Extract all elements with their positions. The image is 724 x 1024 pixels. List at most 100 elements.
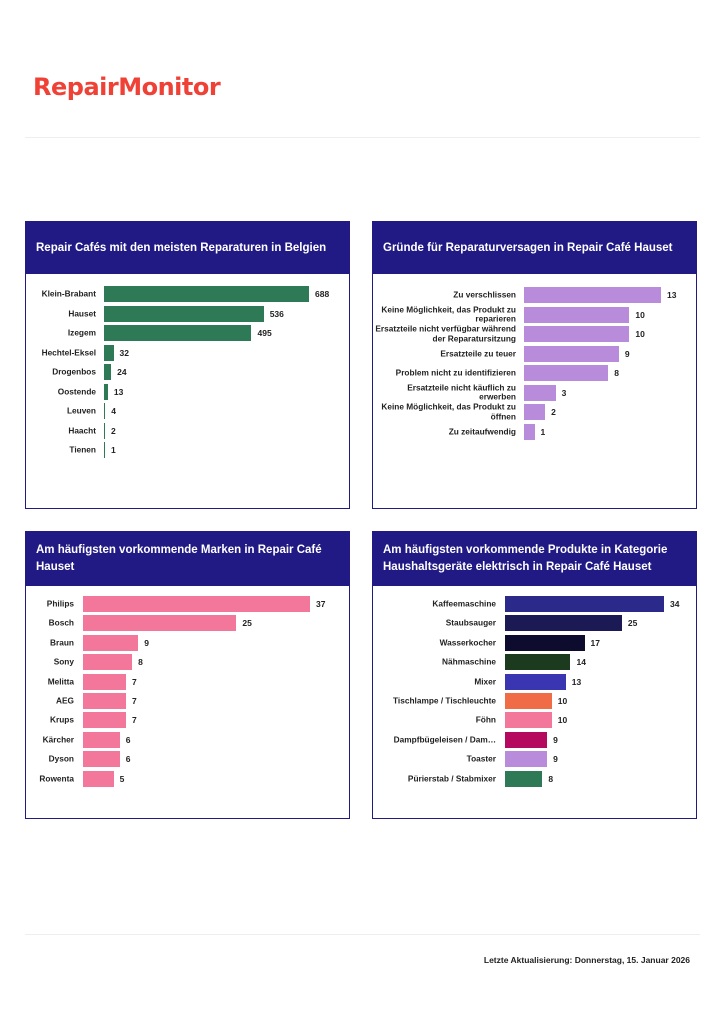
bar[interactable] [104, 442, 105, 458]
value-label: 8 [138, 657, 143, 668]
chart-title: Am häufigsten vorkommende Marken in Repa… [26, 532, 349, 586]
category-label: Keine Möglichkeit, das Produkt zu öffnen [381, 401, 516, 421]
bar-plot: Klein-Brabant 688 Hauset 536 Izegem 495 Hechte… [26, 222, 349, 508]
category-label: Leuven [66, 405, 96, 416]
bar[interactable] [104, 403, 106, 419]
bar[interactable] [524, 345, 619, 362]
bar[interactable] [83, 615, 237, 632]
value-label: 6 [125, 754, 131, 765]
bar[interactable] [104, 344, 114, 361]
divider [25, 934, 700, 935]
category-label: Zu verschlissen [453, 289, 516, 300]
category-label: Tischlampe / Tischleuchte [393, 695, 496, 706]
value-label: 24 [117, 367, 127, 377]
category-label: Zu zeitaufwendig [448, 425, 516, 436]
bar[interactable] [505, 615, 622, 632]
category-label: Föhn [475, 714, 496, 725]
bar-plot: Zu verschlissen 13 Keine Möglichkeit, das … [373, 222, 696, 508]
value-label: 7 [131, 696, 137, 706]
bar[interactable] [104, 364, 112, 380]
value-label: 17 [590, 637, 600, 648]
value-label: 1 [540, 426, 546, 437]
value-label: 10 [557, 715, 568, 726]
bar[interactable] [104, 422, 105, 439]
chart-title: Repair Cafés mit den meisten Reparaturen… [26, 222, 349, 274]
bar[interactable] [83, 712, 126, 729]
value-label: 7 [131, 676, 137, 687]
bar[interactable] [104, 383, 108, 400]
value-label: 2 [111, 425, 116, 436]
value-label: 37 [316, 599, 326, 609]
bar[interactable] [505, 731, 548, 748]
bar[interactable] [83, 731, 120, 748]
bar[interactable] [104, 325, 252, 341]
value-label: 9 [553, 754, 558, 765]
category-label: Problem nicht zu identifizieren [395, 367, 516, 378]
bar[interactable] [83, 770, 114, 787]
value-label: 5 [119, 773, 125, 784]
chart-panel-repair-cafes: Repair Cafés mit den meisten Reparaturen… [25, 221, 350, 509]
bar[interactable] [524, 365, 609, 381]
bar[interactable] [83, 751, 120, 768]
value-label: 13 [113, 386, 124, 397]
bar[interactable] [83, 634, 139, 651]
value-label: 13 [667, 290, 677, 300]
bar[interactable] [505, 693, 552, 709]
category-label: Bosch [48, 617, 74, 628]
bar[interactable] [524, 423, 535, 440]
category-label: Toaster [466, 753, 496, 764]
category-label: Dyson [48, 753, 74, 764]
value-label: 25 [242, 618, 252, 629]
category-label: Kaffeemaschine [432, 598, 496, 609]
last-updated: Letzte Aktualisierung: Donnerstag, 15. J… [483, 955, 690, 965]
category-label: Sony [53, 656, 74, 667]
category-label: Kärcher [42, 734, 74, 745]
bar[interactable] [83, 673, 126, 690]
category-label: Ersatzteile nicht verfügbar während der … [375, 323, 516, 343]
bar[interactable] [524, 287, 661, 303]
value-label: 10 [635, 329, 645, 339]
chart-panel-brands: Am häufigsten vorkommende Marken in Repa… [25, 531, 350, 819]
category-label: Hechtel-Eksel [41, 346, 96, 357]
bar[interactable] [505, 770, 543, 787]
bar[interactable] [524, 384, 556, 401]
value-label: 8 [548, 773, 554, 784]
category-label: Mixer [474, 675, 496, 686]
category-label: Rowenta [39, 772, 74, 783]
value-label: 25 [627, 618, 638, 629]
bar[interactable] [505, 654, 571, 671]
bar[interactable] [524, 326, 630, 342]
category-label: Braun [50, 637, 74, 648]
bar[interactable] [505, 673, 566, 690]
chart-panel-failure-reasons: Gründe für Reparaturversagen in Repair C… [372, 221, 697, 509]
chart-panel-products: Am häufigsten vorkommende Produkte in Ka… [372, 531, 697, 819]
category-label: Wasserkocher [439, 637, 496, 648]
repairmonitor-logo: RepairMonitor [33, 73, 221, 101]
category-label: Melitta [47, 675, 74, 686]
bar[interactable] [83, 693, 126, 709]
bar[interactable] [505, 712, 552, 729]
category-label: Dampfbügeleisen / Dam… [393, 734, 496, 745]
value-label: 4 [111, 406, 116, 416]
bar[interactable] [83, 654, 133, 671]
category-label: Pürierstab / Stabmixer [407, 772, 496, 783]
bar[interactable] [104, 286, 309, 302]
bar[interactable] [83, 596, 310, 612]
value-label: 9 [553, 734, 558, 745]
bar[interactable] [104, 305, 264, 322]
bar-plot: Kaffeemaschine 34 Staubsauger 25 Wasserkoche… [373, 532, 696, 818]
bar[interactable] [505, 751, 548, 768]
bar[interactable] [524, 404, 546, 420]
category-label: Izegem [67, 327, 96, 338]
chart-title: Am häufigsten vorkommende Produkte in Ka… [373, 532, 696, 586]
value-label: 6 [125, 734, 131, 745]
bar[interactable] [524, 306, 630, 323]
bar[interactable] [505, 596, 664, 612]
category-label: Ersatzteile zu teuer [440, 347, 516, 358]
value-label: 536 [269, 308, 284, 319]
bar-plot: Philips 37 Bosch 25 Braun 9 Sony 8 Melitta 7 AEG 7 K… [26, 532, 349, 818]
value-label: 14 [576, 657, 586, 668]
category-label: Staubsauger [445, 617, 496, 628]
bar[interactable] [505, 634, 585, 651]
category-label: Haacht [68, 424, 96, 435]
